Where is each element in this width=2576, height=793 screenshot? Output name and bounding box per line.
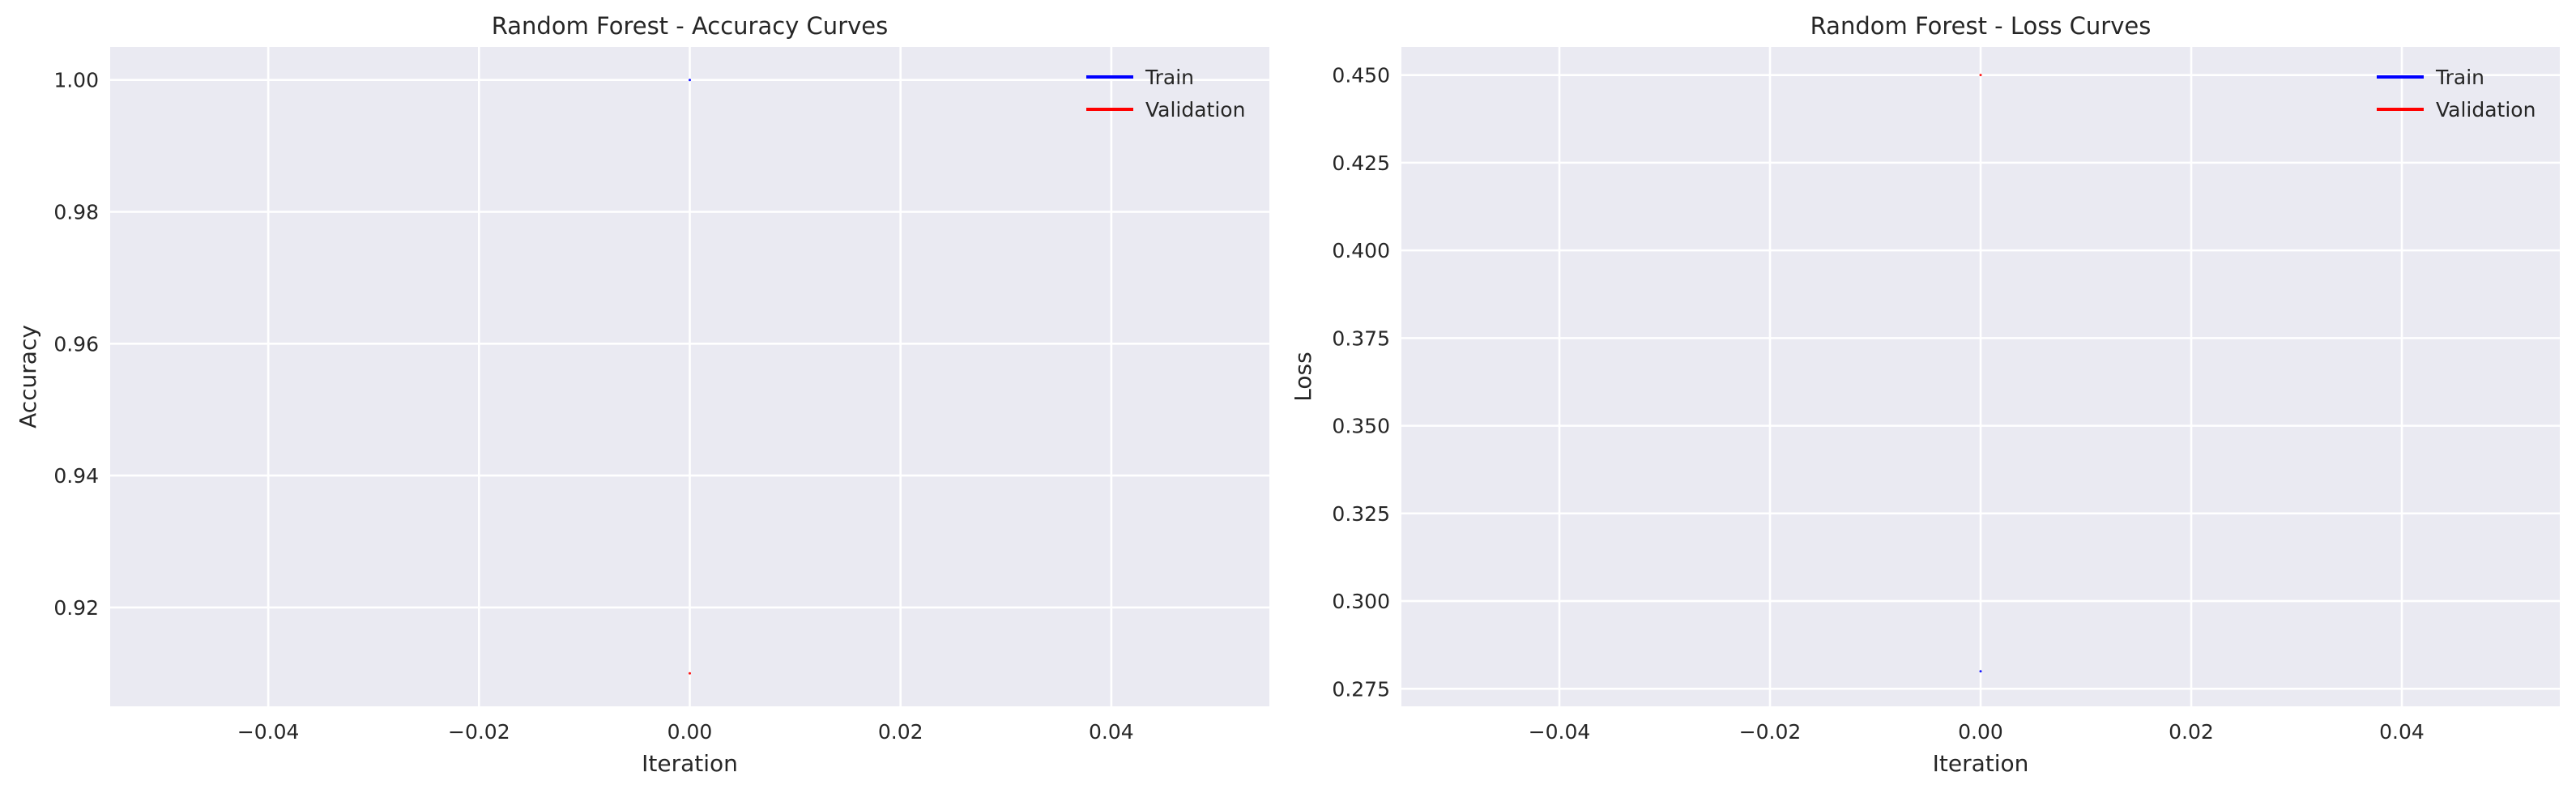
x-tick-label: 0.02 bbox=[2169, 720, 2214, 744]
y-tick-label: 0.350 bbox=[1332, 415, 1390, 438]
x-tick-label: 0.02 bbox=[878, 720, 923, 744]
chart-title: Random Forest - Accuracy Curves bbox=[492, 12, 888, 40]
loss-chart-panel: −0.04 −0.02 0.00 0.02 0.04 0.275 0.300 0.325 0.3… bbox=[1290, 12, 2560, 777]
legend-label-train: Train bbox=[1145, 66, 1194, 89]
y-tick-label: 0.94 bbox=[53, 464, 99, 488]
y-tick-label: 0.400 bbox=[1332, 239, 1390, 262]
series-point-train bbox=[689, 79, 691, 82]
y-tick-label: 1.00 bbox=[53, 69, 99, 92]
x-tick-label: −0.04 bbox=[237, 720, 300, 744]
x-tick-label: 0.04 bbox=[1089, 720, 1134, 744]
series-point-validation bbox=[689, 671, 691, 675]
accuracy-chart-panel: −0.04 −0.02 0.00 0.02 0.04 0.92 0.94 0.96 0.98 1.… bbox=[15, 12, 1269, 777]
y-tick-label: 0.450 bbox=[1332, 64, 1390, 87]
y-tick-label: 0.375 bbox=[1332, 326, 1390, 350]
y-tick-label: 0.92 bbox=[53, 596, 99, 620]
y-axis-label: Accuracy bbox=[15, 325, 41, 428]
y-tick-label: 0.96 bbox=[53, 332, 99, 356]
y-tick-label: 0.425 bbox=[1332, 151, 1390, 175]
y-tick-label: 0.275 bbox=[1332, 677, 1390, 701]
y-tick-label: 0.98 bbox=[53, 201, 99, 224]
x-tick-label: −0.02 bbox=[1739, 720, 1802, 744]
y-tick-label: 0.300 bbox=[1332, 590, 1390, 613]
x-tick-label: −0.04 bbox=[1529, 720, 1591, 744]
legend-label-validation: Validation bbox=[1145, 98, 1245, 122]
legend-label-validation: Validation bbox=[2436, 98, 2535, 122]
y-tick-label: 0.325 bbox=[1332, 502, 1390, 526]
x-tick-label: −0.02 bbox=[448, 720, 510, 744]
x-tick-label: 0.04 bbox=[2379, 720, 2425, 744]
y-axis-label: Loss bbox=[1290, 352, 1316, 401]
series-point-validation bbox=[1979, 74, 1982, 77]
legend: Train Validation bbox=[1086, 66, 1245, 122]
chart-title: Random Forest - Loss Curves bbox=[1810, 12, 2152, 40]
legend-label-train: Train bbox=[2435, 66, 2484, 89]
x-axis-label: Iteration bbox=[642, 750, 738, 777]
series-point-train bbox=[1979, 670, 1982, 673]
x-tick-label: 0.00 bbox=[667, 720, 713, 744]
x-axis-label: Iteration bbox=[1933, 750, 2029, 777]
legend: Train Validation bbox=[2377, 66, 2535, 122]
x-tick-label: 0.00 bbox=[1958, 720, 2003, 744]
